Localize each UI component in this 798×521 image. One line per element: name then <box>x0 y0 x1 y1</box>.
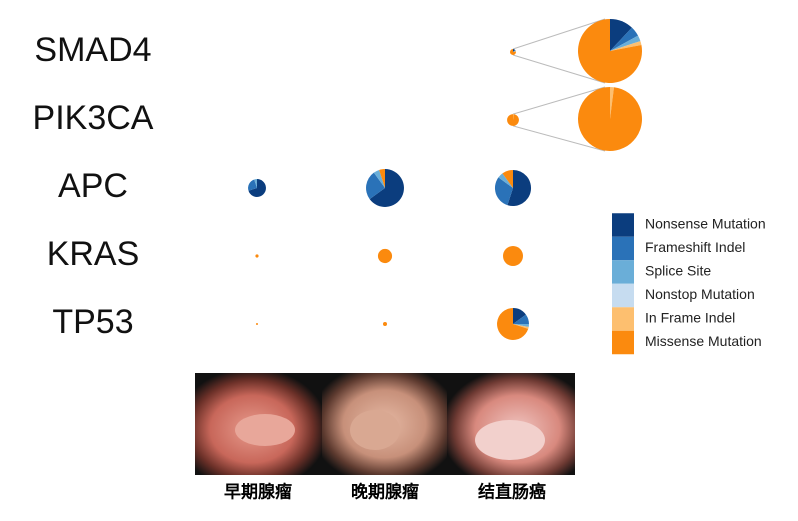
pie-slice <box>498 173 513 188</box>
pie-slice <box>610 87 615 119</box>
legend-swatch <box>612 307 634 331</box>
legend-label: Frameshift Indel <box>645 239 745 255</box>
pie-slice <box>513 114 514 120</box>
legend-label: Missense Mutation <box>645 333 762 349</box>
pie-slice <box>256 323 258 325</box>
pie-slice <box>377 248 393 264</box>
pie-slice <box>513 49 516 52</box>
pie-slice <box>513 308 526 324</box>
pie-slice <box>578 87 642 151</box>
stage-label: 早期腺瘤 <box>224 481 292 501</box>
pie-slice <box>513 324 529 329</box>
pie-slice <box>513 324 529 327</box>
legend-swatch <box>612 236 634 261</box>
legend-swatch <box>612 330 634 355</box>
pie <box>578 87 642 151</box>
lesion <box>350 410 400 450</box>
pie-slice <box>510 49 516 55</box>
pie-slice <box>513 51 516 52</box>
pie <box>577 19 642 83</box>
pie-slice <box>507 114 519 126</box>
zoom-line <box>512 86 606 115</box>
pie-slice <box>610 41 642 51</box>
lesion <box>235 414 295 446</box>
pie <box>248 179 266 197</box>
pie-slice <box>610 35 641 51</box>
pie <box>383 322 387 326</box>
pie <box>503 246 523 266</box>
pie <box>366 169 404 207</box>
pie-slice <box>513 49 516 52</box>
legend-label: In Frame Indel <box>645 310 735 326</box>
zoom-line <box>512 125 606 152</box>
pie <box>510 49 516 55</box>
zoom-line <box>512 54 606 84</box>
pie-slice <box>254 179 257 188</box>
pie-slice <box>610 19 632 51</box>
pie <box>497 308 529 340</box>
pie <box>256 323 258 325</box>
pie <box>507 114 519 126</box>
stage-label: 结直肠癌 <box>478 481 546 501</box>
pie-slice <box>502 169 513 188</box>
pie-slice <box>373 169 385 188</box>
pie-slice <box>494 177 513 206</box>
endoscopy-images <box>195 373 575 475</box>
zoom-line <box>512 18 606 50</box>
gene-label: TP53 <box>52 303 133 341</box>
legend-label: Splice Site <box>645 263 711 279</box>
legend-swatch <box>612 213 634 237</box>
pie-slice <box>248 179 266 197</box>
pie-slice <box>383 322 387 326</box>
pie <box>377 248 393 264</box>
pie-slice <box>513 314 529 324</box>
pie <box>494 169 532 207</box>
pie-slice <box>610 27 639 51</box>
legend-swatch <box>612 283 634 308</box>
pie-slice <box>248 179 257 191</box>
pie-slice <box>379 169 385 188</box>
pie-slice <box>577 19 642 83</box>
pie-slice <box>507 169 532 207</box>
lesion <box>475 420 545 460</box>
pie-slice <box>366 172 385 200</box>
gene-label: PIK3CA <box>33 99 154 137</box>
pie-slice <box>255 254 259 258</box>
gene-label: SMAD4 <box>34 31 151 69</box>
gene-label: APC <box>58 167 128 205</box>
legend-swatch <box>612 260 634 284</box>
stage-label: 晚期腺瘤 <box>351 481 419 501</box>
gene-label: KRAS <box>47 235 140 273</box>
legend-label: Nonstop Mutation <box>645 286 755 302</box>
pie-slice <box>503 246 523 266</box>
pie-slice <box>497 308 529 340</box>
legend-label: Nonsense Mutation <box>645 216 766 232</box>
pie-slice <box>513 50 516 52</box>
pie-slice <box>369 169 404 207</box>
pie <box>255 254 259 258</box>
